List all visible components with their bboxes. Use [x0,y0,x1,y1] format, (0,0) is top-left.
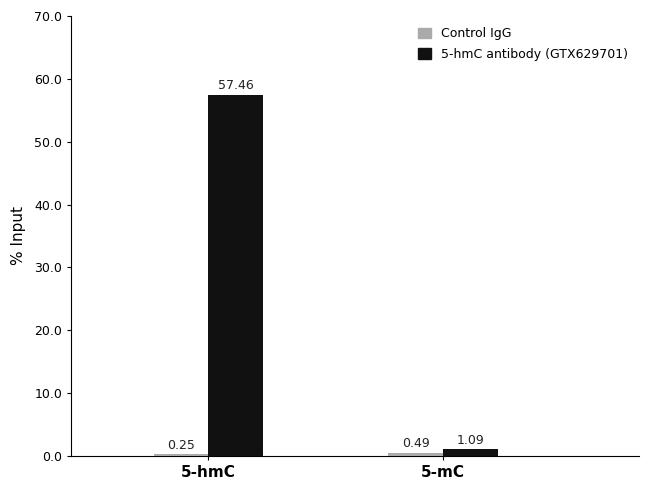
Bar [389,453,443,456]
Legend: Control IgG, 5-hmC antibody (GTX629701): Control IgG, 5-hmC antibody (GTX629701) [413,23,632,66]
Text: 0.25: 0.25 [167,439,195,452]
Text: 1.09: 1.09 [457,434,484,446]
Bar [153,454,209,456]
Bar [443,449,498,456]
Text: 0.49: 0.49 [402,437,430,450]
Text: 57.46: 57.46 [218,80,254,92]
Y-axis label: % Input: % Input [11,207,26,266]
Bar [209,95,263,456]
